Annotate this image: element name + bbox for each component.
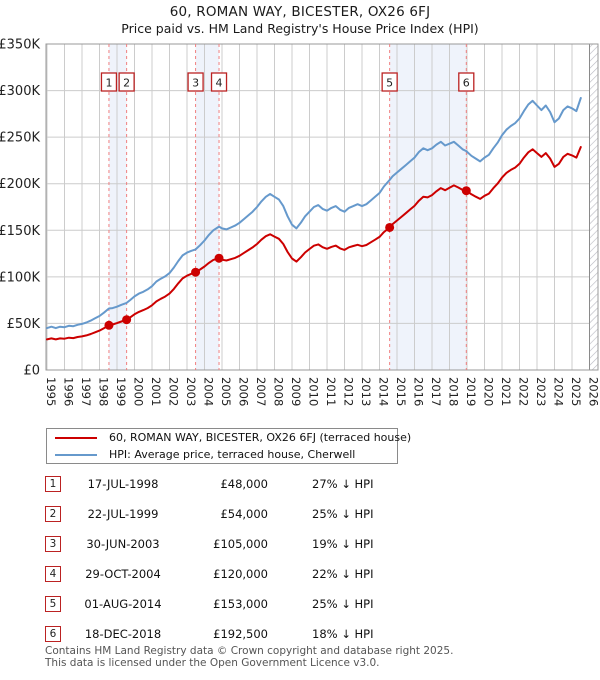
- svg-text:£200K: £200K: [0, 177, 40, 192]
- svg-text:2025: 2025: [569, 377, 583, 406]
- plot-border: [45, 43, 599, 371]
- svg-text:4: 4: [216, 77, 223, 90]
- sale-number-badge: 6: [45, 626, 61, 642]
- sale-date: 17-JUL-1998: [87, 477, 159, 491]
- sale-price: £153,000: [213, 597, 268, 611]
- svg-text:£350K: £350K: [0, 38, 40, 53]
- svg-text:2004: 2004: [202, 377, 216, 406]
- sale-number-badge: 2: [45, 506, 61, 522]
- table-row: 6 18-DEC-2018 £192,500 18% ↓ HPI: [0, 626, 600, 644]
- table-row: 3 30-JUN-2003 £105,000 19% ↓ HPI: [0, 536, 600, 554]
- svg-text:5: 5: [386, 77, 393, 90]
- sale-date: 22-JUL-1999: [87, 507, 159, 521]
- svg-text:2008: 2008: [272, 377, 286, 406]
- svg-text:2000: 2000: [132, 377, 146, 406]
- svg-text:£150K: £150K: [0, 224, 40, 239]
- svg-text:£100K: £100K: [0, 270, 40, 285]
- svg-text:2018: 2018: [447, 377, 461, 406]
- y-axis-tick-labels: £0 £50K £100K £150K £200K £250K £300K £350K: [0, 38, 40, 379]
- sale-hpi-delta: 19% ↓ HPI: [312, 537, 374, 551]
- property-line-swatch: [55, 436, 97, 439]
- legend-item-property: 60, ROMAN WAY, BICESTER, OX26 6FJ (terra…: [47, 431, 411, 445]
- svg-text:2003: 2003: [184, 377, 198, 406]
- svg-text:6: 6: [463, 77, 470, 90]
- svg-text:2001: 2001: [149, 377, 163, 406]
- svg-text:£250K: £250K: [0, 131, 40, 146]
- svg-text:2009: 2009: [289, 377, 303, 406]
- page-subtitle: Price paid vs. HM Land Registry's House …: [121, 21, 479, 36]
- sale-hpi-delta: 25% ↓ HPI: [312, 597, 374, 611]
- svg-text:1999: 1999: [114, 377, 128, 406]
- svg-text:1998: 1998: [97, 377, 111, 406]
- svg-text:2002: 2002: [167, 377, 181, 406]
- svg-text:1: 1: [105, 77, 112, 90]
- sale-number-badge: 5: [45, 596, 61, 612]
- svg-text:2016: 2016: [412, 377, 426, 406]
- svg-text:1995: 1995: [44, 377, 58, 406]
- hpi-line-swatch: [55, 453, 97, 456]
- x-axis-tick-labels: 1995 1996 1997 1998 1999 2000 2001 2002 2003 2004…: [44, 377, 600, 406]
- sale-price: £105,000: [213, 537, 268, 551]
- svg-text:£300K: £300K: [0, 84, 40, 99]
- legend-label: HPI: Average price, terraced house, Cher…: [109, 448, 356, 461]
- table-row: 2 22-JUL-1999 £54,000 25% ↓ HPI: [0, 506, 600, 524]
- svg-text:2020: 2020: [482, 377, 496, 406]
- svg-text:£50K: £50K: [7, 317, 41, 332]
- page-title: 60, ROMAN WAY, BICESTER, OX26 6FJ: [169, 4, 431, 20]
- svg-text:£0: £0: [23, 364, 40, 379]
- property-line-series: [46, 146, 582, 341]
- svg-text:1997: 1997: [79, 377, 93, 406]
- table-row: 5 01-AUG-2014 £153,000 25% ↓ HPI: [0, 596, 600, 614]
- svg-text:2022: 2022: [517, 377, 531, 406]
- sale-price: £48,000: [220, 477, 268, 491]
- svg-text:2010: 2010: [307, 377, 321, 406]
- sale-date: 18-DEC-2018: [84, 627, 162, 641]
- sale-date: 30-JUN-2003: [86, 537, 160, 551]
- copyright-footer: Contains HM Land Registry data © Crown c…: [45, 645, 585, 669]
- svg-text:2023: 2023: [534, 377, 548, 406]
- svg-text:2012: 2012: [342, 377, 356, 406]
- sale-number-badge: 1: [45, 476, 61, 492]
- svg-text:3: 3: [192, 77, 199, 90]
- footer-line-2: This data is licensed under the Open Gov…: [45, 656, 380, 669]
- sale-number-badge: 4: [45, 566, 61, 582]
- table-row: 4 29-OCT-2004 £120,000 22% ↓ HPI: [0, 566, 600, 584]
- svg-text:1996: 1996: [62, 377, 76, 406]
- svg-text:2019: 2019: [464, 377, 478, 406]
- svg-text:2014: 2014: [377, 377, 391, 406]
- future-hatch-region: [589, 44, 598, 370]
- table-row: 1 17-JUL-1998 £48,000 27% ↓ HPI: [0, 476, 600, 494]
- sale-hpi-delta: 25% ↓ HPI: [312, 507, 374, 521]
- sale-hpi-delta: 22% ↓ HPI: [312, 567, 374, 581]
- sale-price: £120,000: [213, 567, 268, 581]
- shaded-ownership-bands: [108, 44, 467, 370]
- svg-text:2: 2: [123, 77, 130, 90]
- sale-hpi-delta: 27% ↓ HPI: [312, 477, 374, 491]
- svg-text:2005: 2005: [219, 377, 233, 406]
- svg-text:2013: 2013: [359, 377, 373, 406]
- sale-date: 29-OCT-2004: [85, 567, 161, 581]
- sale-price: £192,500: [213, 627, 268, 641]
- sale-hpi-delta: 18% ↓ HPI: [312, 627, 374, 641]
- sale-price: £54,000: [220, 507, 268, 521]
- svg-text:2021: 2021: [499, 377, 513, 406]
- svg-text:2011: 2011: [324, 377, 338, 406]
- legend-label: 60, ROMAN WAY, BICESTER, OX26 6FJ (terra…: [109, 431, 412, 444]
- sale-number-badge: 3: [45, 536, 61, 552]
- svg-text:2006: 2006: [237, 377, 251, 406]
- sale-point-markers: [104, 186, 471, 330]
- svg-text:2015: 2015: [394, 377, 408, 406]
- chart-legend: 60, ROMAN WAY, BICESTER, OX26 6FJ (terra…: [46, 428, 411, 464]
- hpi-line-series: [46, 97, 582, 330]
- svg-text:2017: 2017: [429, 377, 443, 406]
- svg-text:2024: 2024: [552, 377, 566, 406]
- svg-text:2007: 2007: [254, 377, 268, 406]
- svg-text:2026: 2026: [587, 377, 600, 406]
- legend-item-hpi: HPI: Average price, terraced house, Cher…: [47, 448, 397, 462]
- sale-date: 01-AUG-2014: [84, 597, 162, 611]
- footer-line-1: Contains HM Land Registry data © Crown c…: [45, 645, 454, 657]
